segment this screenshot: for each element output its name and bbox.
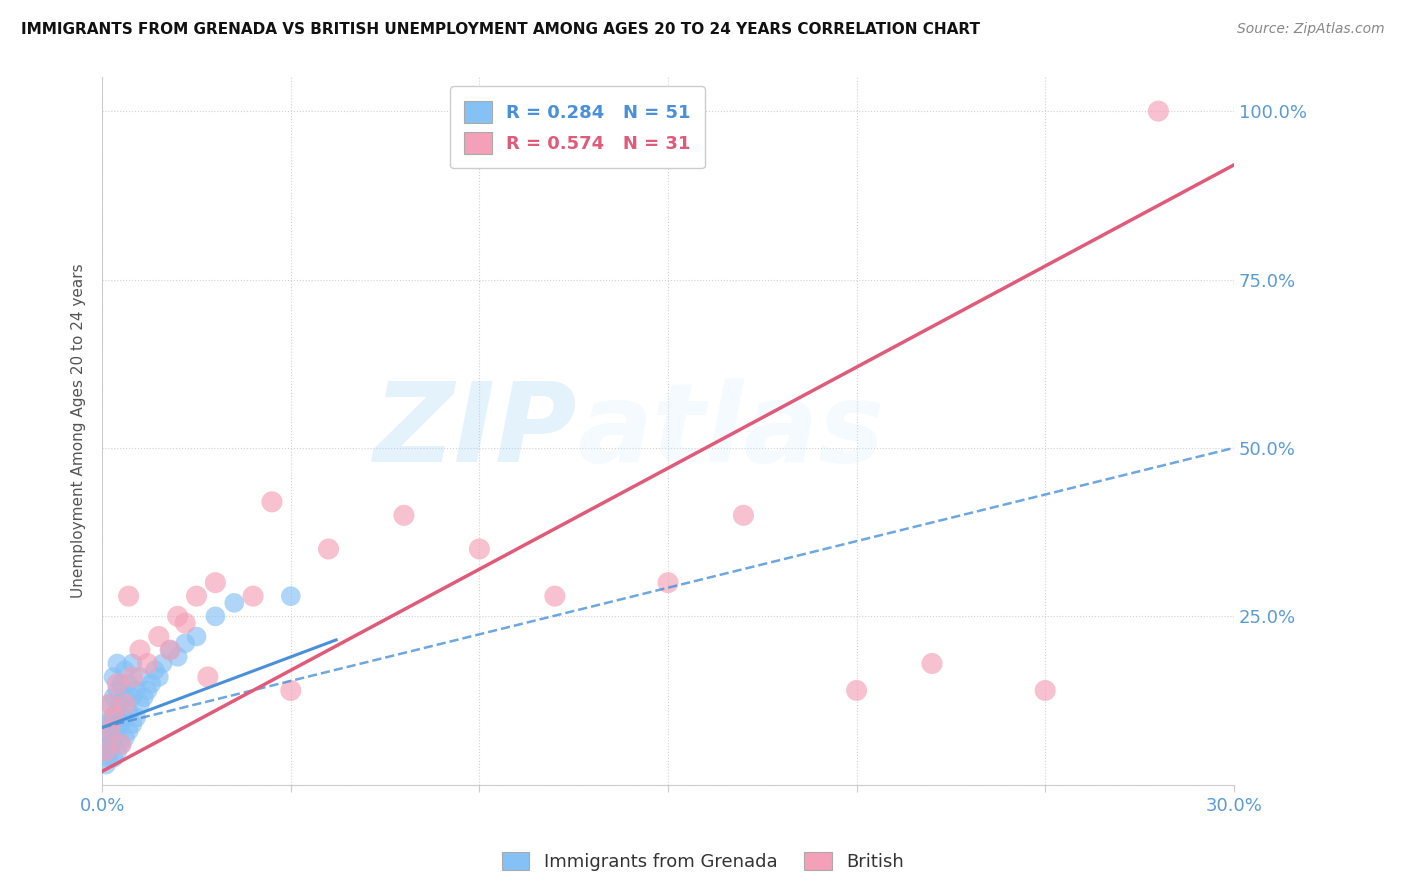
Point (125, 710, 148, 724)
Point (224, 596, 246, 610)
Y-axis label: Unemployment Among Ages 20 to 24 years: Unemployment Among Ages 20 to 24 years (72, 264, 86, 599)
Point (174, 616, 197, 631)
Point (129, 670, 152, 684)
Point (103, 751, 125, 765)
Point (280, 589, 302, 603)
Text: atlas: atlas (578, 377, 884, 484)
Legend: Immigrants from Grenada, British: Immigrants from Grenada, British (495, 845, 911, 879)
Point (98, 697, 121, 711)
Point (94, 757, 117, 772)
Point (280, 683, 302, 698)
Point (166, 649, 188, 664)
Point (98, 723, 121, 738)
Point (260, 495, 283, 509)
Point (117, 704, 139, 718)
Point (468, 541, 491, 556)
Point (132, 690, 155, 705)
Point (103, 710, 125, 724)
Point (148, 670, 170, 684)
Point (114, 731, 136, 745)
Point (159, 643, 181, 657)
Point (204, 609, 226, 624)
Point (114, 710, 136, 724)
Point (97, 731, 120, 745)
Point (845, 683, 868, 698)
Point (105, 683, 128, 698)
Point (105, 657, 128, 671)
Point (166, 609, 188, 624)
Point (105, 676, 128, 690)
Point (105, 723, 128, 738)
Point (136, 683, 159, 698)
Point (98, 717, 121, 731)
Point (121, 670, 143, 684)
Point (94, 723, 117, 738)
Point (117, 723, 139, 738)
Point (733, 508, 755, 523)
Point (110, 697, 132, 711)
Point (103, 731, 125, 745)
Point (114, 690, 136, 705)
Point (110, 737, 132, 751)
Point (97, 751, 120, 765)
Legend: R = 0.284   N = 51, R = 0.574   N = 31: R = 0.284 N = 51, R = 0.574 N = 31 (450, 87, 704, 169)
Text: IMMIGRANTS FROM GRENADA VS BRITISH UNEMPLOYMENT AMONG AGES 20 TO 24 YEARS CORREL: IMMIGRANTS FROM GRENADA VS BRITISH UNEMP… (21, 22, 980, 37)
Point (105, 744, 128, 758)
Point (174, 636, 197, 650)
Point (1147, 104, 1170, 119)
Point (114, 663, 136, 677)
Point (100, 710, 122, 724)
Point (98, 744, 121, 758)
Point (110, 737, 132, 751)
Point (242, 589, 264, 603)
Point (921, 657, 943, 671)
Point (657, 575, 679, 590)
Point (129, 643, 152, 657)
Point (117, 589, 139, 603)
Point (110, 676, 132, 690)
Point (152, 657, 174, 671)
Point (103, 670, 125, 684)
Text: Source: ZipAtlas.com: Source: ZipAtlas.com (1237, 22, 1385, 37)
Point (318, 541, 340, 556)
Point (121, 690, 143, 705)
Point (392, 508, 415, 523)
Point (1033, 683, 1056, 698)
Point (141, 676, 163, 690)
Point (197, 670, 219, 684)
Point (103, 710, 125, 724)
Point (186, 630, 208, 644)
Point (148, 630, 170, 644)
Point (125, 683, 148, 698)
Point (121, 657, 143, 671)
Point (100, 737, 122, 751)
Point (143, 663, 166, 677)
Point (94, 744, 117, 758)
Point (186, 589, 208, 603)
Text: ZIP: ZIP (374, 377, 578, 484)
Point (103, 690, 125, 705)
Point (121, 717, 143, 731)
Point (114, 697, 136, 711)
Point (136, 657, 159, 671)
Point (117, 676, 139, 690)
Point (93, 744, 115, 758)
Point (544, 589, 567, 603)
Point (159, 643, 181, 657)
Point (105, 704, 128, 718)
Point (204, 575, 226, 590)
Point (129, 697, 152, 711)
Point (110, 717, 132, 731)
Point (98, 697, 121, 711)
